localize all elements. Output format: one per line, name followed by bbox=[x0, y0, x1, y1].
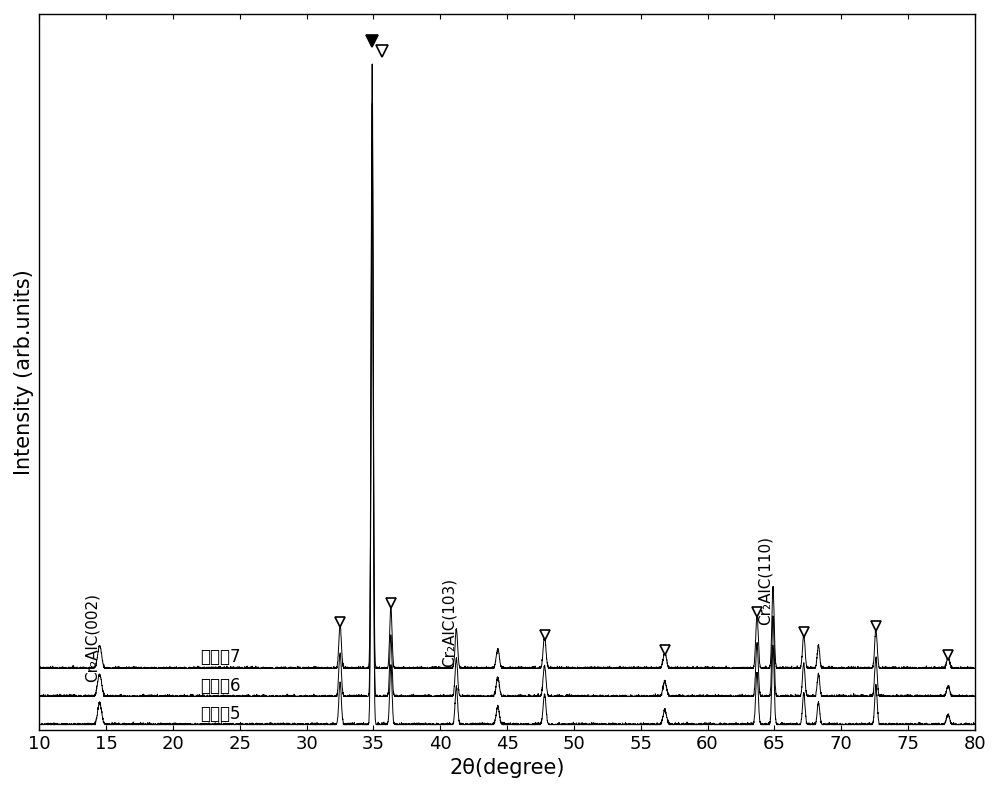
Text: 实施例6: 实施例6 bbox=[200, 676, 240, 695]
Text: Cr₂AlC(002): Cr₂AlC(002) bbox=[85, 593, 100, 682]
Text: Cr₂AlC(110): Cr₂AlC(110) bbox=[758, 536, 773, 626]
X-axis label: 2θ(degree): 2θ(degree) bbox=[449, 758, 565, 778]
Text: 实施例5: 实施例5 bbox=[200, 705, 240, 722]
Text: 实施例7: 实施例7 bbox=[200, 649, 240, 666]
Y-axis label: Intensity (arb.units): Intensity (arb.units) bbox=[14, 269, 34, 474]
Text: Cr₂AlC(103): Cr₂AlC(103) bbox=[441, 578, 456, 667]
